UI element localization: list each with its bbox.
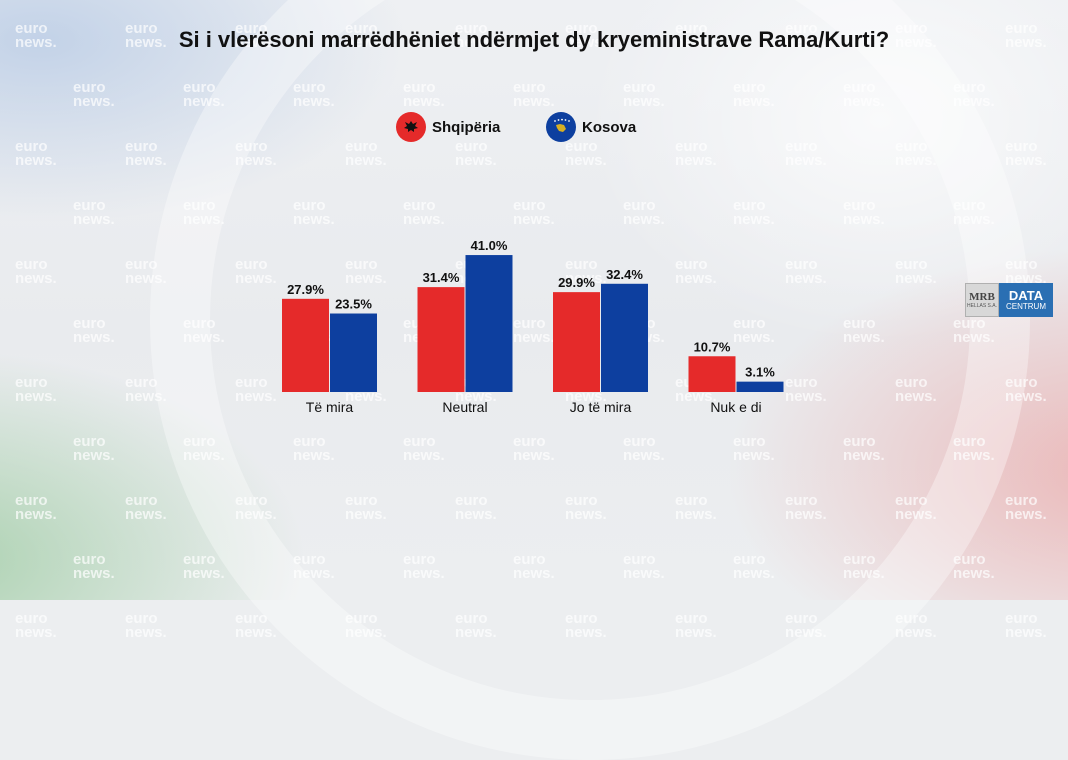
data-label: 10.7% bbox=[694, 339, 731, 354]
category-label: Nuk e di bbox=[710, 399, 761, 415]
bar bbox=[688, 356, 736, 392]
data-label: 32.4% bbox=[606, 267, 643, 282]
albania-flag-icon bbox=[396, 112, 426, 142]
bar bbox=[736, 381, 784, 392]
datacentrum-logo-text: DATA bbox=[1008, 288, 1044, 303]
chart-title: Si i vlerësoni marrëdhëniet ndërmjet dy … bbox=[178, 27, 890, 52]
mrb-logo-text: MRB bbox=[969, 291, 995, 303]
data-label: 29.9% bbox=[558, 275, 595, 290]
bar bbox=[330, 313, 377, 392]
mrb-logo-subtext: HELLAS S.A. bbox=[966, 303, 997, 309]
data-label: 3.1% bbox=[745, 365, 775, 380]
data-label: 23.5% bbox=[335, 297, 372, 312]
kosovo-flag-icon bbox=[546, 112, 576, 142]
category-label: Neutral bbox=[442, 399, 487, 415]
datacentrum-logo-subtext: CENTRUM bbox=[1006, 302, 1046, 311]
legend-item-kosova: Kosova bbox=[546, 112, 636, 142]
bar bbox=[553, 292, 600, 392]
legend-label-kosova: Kosova bbox=[582, 118, 637, 136]
bar bbox=[601, 283, 648, 392]
legend-item-shqiperia: Shqipëria bbox=[396, 112, 500, 142]
category-label: Jo të mira bbox=[570, 399, 632, 415]
bar bbox=[417, 287, 465, 392]
bar bbox=[282, 298, 329, 392]
bar bbox=[465, 255, 513, 392]
data-label: 31.4% bbox=[423, 270, 460, 285]
mrb-datacentrum-logo: MRB HELLAS S.A. DATA CENTRUM bbox=[965, 283, 1053, 317]
mrb-logo: MRB HELLAS S.A. bbox=[965, 283, 999, 317]
category-label: Të mira bbox=[306, 399, 354, 415]
datacentrum-logo: DATA CENTRUM bbox=[999, 283, 1053, 317]
data-label: 27.9% bbox=[287, 282, 324, 297]
bar-chart: 27.9% 23.5% Të mira 31.4% 41.0% Neutral 29.9% 3… bbox=[282, 238, 784, 415]
legend-label-shqiperia: Shqipëria bbox=[432, 118, 501, 136]
data-label: 41.0% bbox=[471, 238, 508, 253]
